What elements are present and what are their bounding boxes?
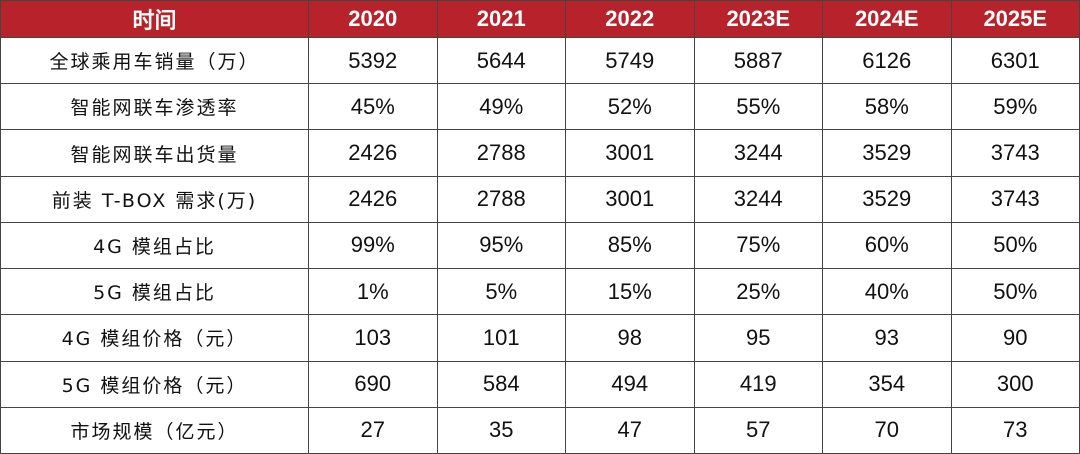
cell: 3743	[950, 175, 1080, 223]
cell: 50%	[950, 221, 1080, 270]
cell: 3001	[565, 175, 695, 223]
cell: 49%	[436, 83, 566, 131]
cell: 584	[436, 360, 566, 408]
cell: 419	[693, 360, 823, 408]
cell: 73	[950, 406, 1080, 454]
cell: 3743	[950, 129, 1080, 177]
header-cell: 2022	[565, 0, 695, 38]
cell: 57	[693, 406, 823, 454]
cell: 75%	[693, 221, 823, 270]
cell: 300	[950, 360, 1080, 408]
cell: 52%	[565, 83, 695, 131]
cell: 95%	[436, 221, 566, 270]
header-cell: 2024E	[822, 0, 952, 38]
table-row: 4G 模组占比 99% 95% 85% 75% 60% 50%	[0, 221, 1080, 270]
cell: 3529	[822, 175, 952, 223]
cell: 101	[436, 314, 566, 362]
row-label: 市场规模（亿元）	[0, 406, 309, 454]
cell: 27	[308, 406, 438, 454]
cell: 354	[822, 360, 952, 408]
cell: 5887	[693, 36, 823, 85]
cell: 98	[565, 314, 695, 362]
cell: 103	[308, 314, 438, 362]
cell: 5392	[308, 36, 438, 85]
table-row: 前装 T-BOX 需求(万) 2426 2788 3001 3244 3529 3743	[0, 175, 1080, 223]
cell: 5%	[436, 268, 566, 316]
row-label: 4G 模组占比	[0, 221, 309, 270]
cell: 25%	[693, 268, 823, 316]
cell: 45%	[308, 83, 438, 131]
table-row: 智能网联车渗透率 45% 49% 52% 55% 58% 59%	[0, 83, 1080, 131]
row-label: 4G 模组价格（元）	[0, 314, 309, 362]
row-label: 5G 模组价格（元）	[0, 360, 309, 408]
table-row: 5G 模组价格（元） 690 584 494 419 354 300	[0, 360, 1080, 408]
table-body: 全球乘用车销量（万） 5392 5644 5749 5887 6126 6301 智能网联车渗…	[0, 36, 1080, 454]
cell: 90	[950, 314, 1080, 362]
cell: 3244	[693, 175, 823, 223]
table-row: 市场规模（亿元） 27 35 47 57 70 73	[0, 406, 1080, 454]
cell: 60%	[822, 221, 952, 270]
cell: 494	[565, 360, 695, 408]
cell: 93	[822, 314, 952, 362]
cell: 6301	[950, 36, 1080, 85]
header-cell: 2020	[308, 0, 438, 38]
cell: 5749	[565, 36, 695, 85]
cell: 70	[822, 406, 952, 454]
cell: 15%	[565, 268, 695, 316]
row-label: 5G 模组占比	[0, 268, 309, 316]
cell: 47	[565, 406, 695, 454]
header-cell: 2025E	[950, 0, 1080, 38]
row-label: 智能网联车出货量	[0, 129, 309, 177]
cell: 99%	[308, 221, 438, 270]
table-row: 5G 模组占比 1% 5% 15% 25% 40% 50%	[0, 268, 1080, 316]
cell: 2788	[436, 175, 566, 223]
cell: 6126	[822, 36, 952, 85]
table-header: 时间 2020 2021 2022 2023E 2024E 2025E	[0, 0, 1080, 38]
header-cell: 时间	[0, 0, 309, 38]
cell: 35	[436, 406, 566, 454]
cell: 3529	[822, 129, 952, 177]
cell: 40%	[822, 268, 952, 316]
cell: 59%	[950, 83, 1080, 131]
cell: 2788	[436, 129, 566, 177]
row-label: 前装 T-BOX 需求(万)	[0, 175, 309, 223]
cell: 85%	[565, 221, 695, 270]
row-label: 全球乘用车销量（万）	[0, 36, 309, 85]
header-row: 时间 2020 2021 2022 2023E 2024E 2025E	[0, 0, 1080, 38]
header-cell: 2021	[436, 0, 566, 38]
cell: 5644	[436, 36, 566, 85]
table-row: 全球乘用车销量（万） 5392 5644 5749 5887 6126 6301	[0, 36, 1080, 85]
row-label: 智能网联车渗透率	[0, 83, 309, 131]
table-row: 4G 模组价格（元） 103 101 98 95 93 90	[0, 314, 1080, 362]
table-row: 智能网联车出货量 2426 2788 3001 3244 3529 3743	[0, 129, 1080, 177]
cell: 3244	[693, 129, 823, 177]
header-cell: 2023E	[693, 0, 823, 38]
cell: 95	[693, 314, 823, 362]
cell: 55%	[693, 83, 823, 131]
cell: 2426	[308, 175, 438, 223]
cell: 58%	[822, 83, 952, 131]
cell: 2426	[308, 129, 438, 177]
cell: 690	[308, 360, 438, 408]
cell: 3001	[565, 129, 695, 177]
cell: 1%	[308, 268, 438, 316]
cell: 50%	[950, 268, 1080, 316]
